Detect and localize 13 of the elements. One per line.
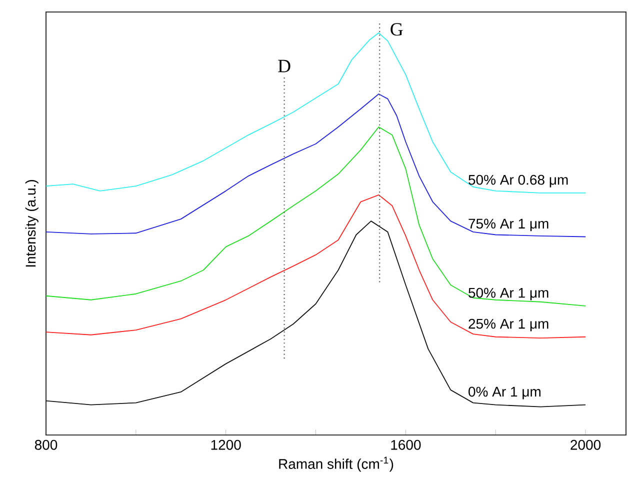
x-tick-label: 1200 xyxy=(211,440,241,450)
series-label: 25% Ar 1 μm xyxy=(468,318,548,332)
x-axis-title: Raman shift (cm$^{-1}$) xyxy=(279,456,394,472)
ref-line-label: D xyxy=(278,60,290,72)
series-label: 0% Ar 1 μm xyxy=(468,386,540,400)
series-label: 50% Ar 1 μm xyxy=(468,288,548,300)
ref-line-label: G xyxy=(390,23,403,36)
series-label: 50% Ar 0.68 μm xyxy=(468,174,568,188)
x-tick-label: 2000 xyxy=(570,440,601,450)
series-label: 75% Ar 1 μm xyxy=(468,218,548,232)
x-tick-label: 1600 xyxy=(391,440,421,450)
x-tick-label: 800 xyxy=(34,440,58,450)
y-axis-title: Intensity (a.u.) xyxy=(25,180,38,267)
